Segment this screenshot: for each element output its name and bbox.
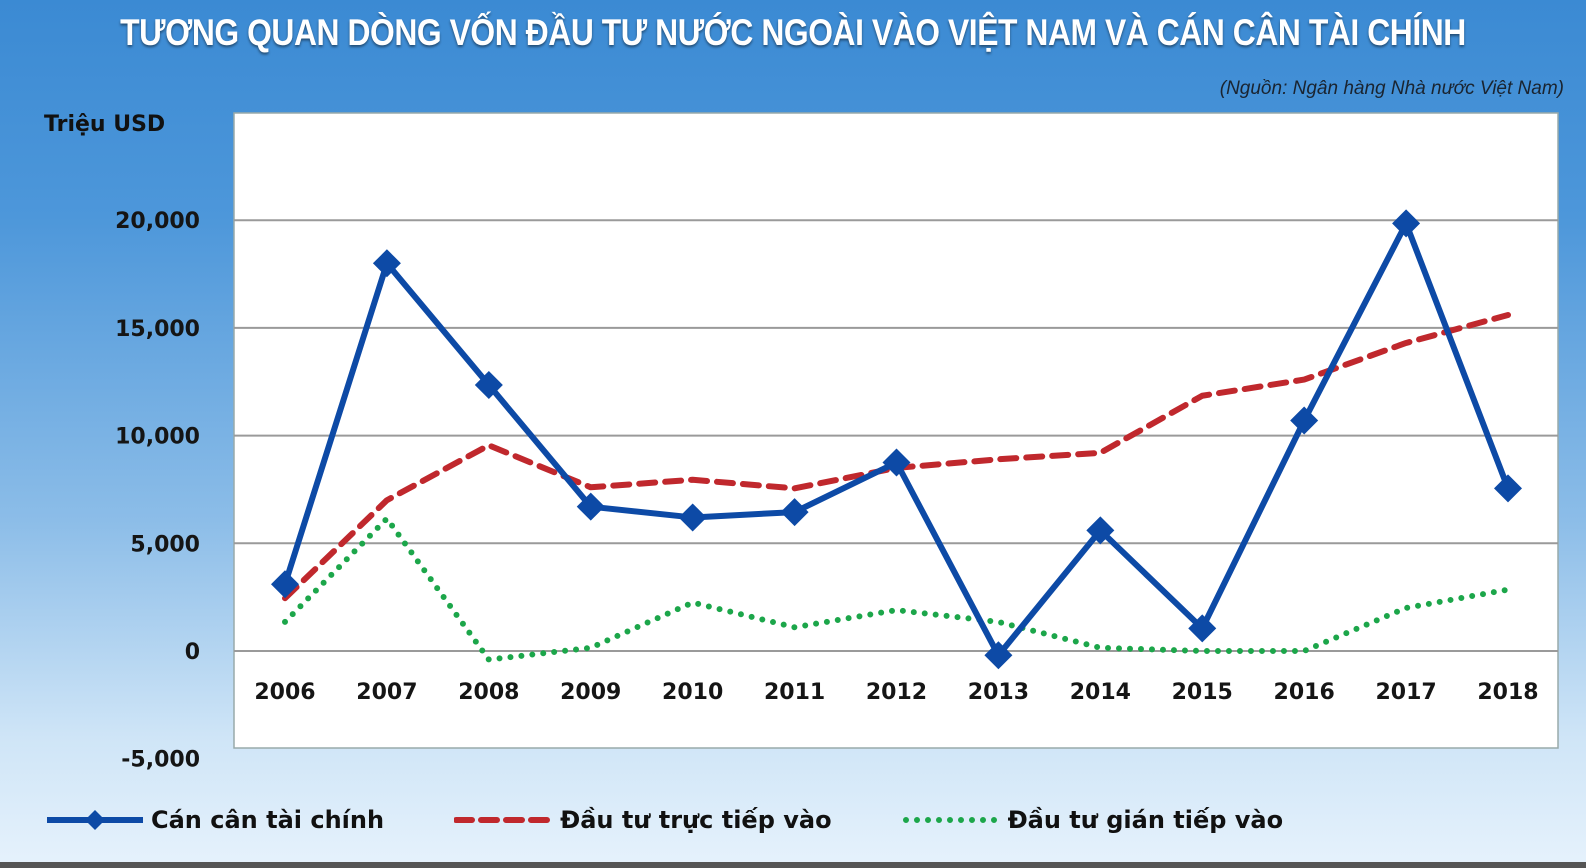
data-point-marker — [678, 503, 707, 532]
data-point-marker — [1392, 209, 1421, 238]
x-tick-label: 2017 — [1375, 680, 1436, 705]
x-tick-label: 2016 — [1274, 680, 1335, 705]
x-tick-label: 2008 — [458, 680, 519, 705]
y-tick-label: 5,000 — [130, 532, 200, 557]
y-tick-label: -5,000 — [121, 748, 200, 773]
x-tick-label: 2012 — [866, 680, 927, 705]
data-point-marker — [780, 498, 809, 527]
x-tick-label: 2010 — [662, 680, 723, 705]
series-line-2 — [282, 515, 1511, 663]
x-tick-label: 2011 — [764, 680, 825, 705]
legend-item-dau-tu-truc-tiep: Đầu tư trực tiếp vào — [454, 806, 832, 834]
legend-dotted-line-icon — [902, 817, 1001, 823]
plot-area — [233, 112, 1559, 749]
x-tick-label: 2015 — [1172, 680, 1233, 705]
legend-label: Cán cân tài chính — [151, 806, 385, 834]
x-tick-label: 2014 — [1070, 680, 1131, 705]
data-point-marker — [372, 249, 401, 278]
x-tick-label: 2007 — [356, 680, 417, 705]
x-tick-label: 2006 — [254, 680, 315, 705]
bottom-border — [0, 862, 1586, 868]
legend-label: Đầu tư trực tiếp vào — [560, 806, 832, 834]
data-point-marker — [474, 370, 503, 399]
data-point-marker — [1188, 614, 1217, 643]
legend-dashed-line-icon — [454, 817, 555, 823]
legend-label: Đầu tư gián tiếp vào — [1007, 806, 1284, 834]
data-point-marker — [271, 570, 299, 599]
x-tick-label: 2013 — [968, 680, 1029, 705]
data-point-marker — [1086, 516, 1115, 545]
source-note: (Nguồn: Ngân hàng Nhà nước Việt Nam) — [1219, 78, 1564, 99]
y-tick-label: 0 — [185, 640, 200, 665]
legend-line-diamond-icon — [47, 810, 143, 830]
y-tick-label: 10,000 — [115, 425, 200, 450]
y-tick-label: 15,000 — [115, 317, 200, 342]
data-point-marker — [882, 448, 911, 477]
x-tick-label: 2009 — [560, 680, 621, 705]
x-tick-label: 2018 — [1477, 680, 1538, 705]
legend: Cán cân tài chính Đầu tư trực tiếp vào Đ… — [45, 800, 1353, 840]
y-tick-label: 20,000 — [115, 209, 200, 234]
y-axis-label: Triệu USD — [44, 112, 166, 137]
data-point-marker — [576, 492, 605, 521]
data-point-marker — [1494, 474, 1522, 503]
data-point-marker — [1290, 406, 1319, 435]
data-point-marker — [984, 641, 1013, 670]
legend-item-dau-tu-gian-tiep: Đầu tư gián tiếp vào — [902, 806, 1284, 834]
legend-item-can-can-tai-chinh: Cán cân tài chính — [45, 806, 384, 834]
chart-title: TƯƠNG QUAN DÒNG VỐN ĐẦU TƯ NƯỚC NGOÀI VÀ… — [120, 12, 1466, 53]
